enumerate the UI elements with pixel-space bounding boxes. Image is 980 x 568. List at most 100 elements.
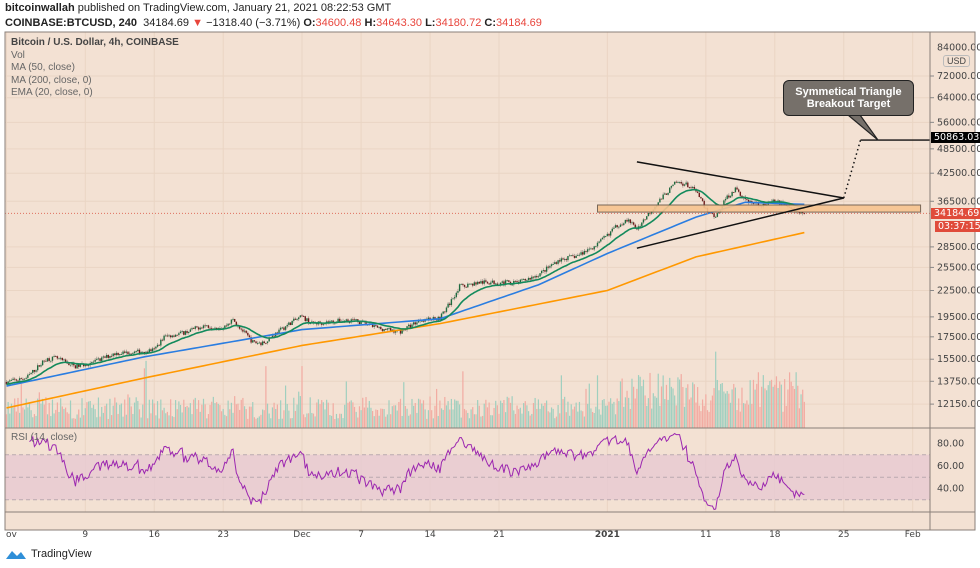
volume-bar [680, 374, 682, 428]
volume-bar [647, 398, 649, 428]
breakout-target-callout[interactable]: Symmetical Triangle Breakout Target [783, 80, 914, 116]
candle-body [700, 197, 702, 199]
volume-bar [565, 412, 567, 428]
callout-line-2: Breakout Target [806, 98, 891, 110]
candle-body [504, 280, 507, 285]
volume-bar [260, 414, 262, 428]
candle-body [728, 195, 730, 198]
volume-bar [396, 410, 398, 428]
volume-bar [521, 413, 523, 428]
volume-bar [99, 416, 101, 428]
volume-bar [86, 402, 88, 428]
time-tick-label: 11 [700, 530, 711, 540]
volume-bar [371, 411, 374, 428]
volume-bar [516, 405, 518, 428]
candle-body [209, 327, 211, 329]
candle-body [521, 279, 523, 281]
candle-body [511, 284, 513, 286]
candle-body [20, 378, 22, 380]
volume-bar [294, 410, 297, 428]
candle-body [383, 329, 385, 332]
tradingview-logo[interactable]: TradingView [5, 548, 92, 560]
volume-bar [92, 404, 95, 428]
volume-bar [610, 398, 612, 428]
legend-title[interactable]: Bitcoin / U.S. Dollar, 4h, COINBASE [11, 37, 179, 48]
candle-body [677, 182, 679, 183]
candle-body [110, 355, 113, 357]
volume-bar [306, 413, 308, 428]
volume-bar [365, 397, 367, 428]
volume-bar [519, 407, 521, 428]
author[interactable]: bitcoinwallah [5, 2, 75, 14]
candle-body [373, 325, 375, 327]
volume-bar [63, 408, 65, 428]
volume-bar [225, 416, 228, 428]
volume-bar [523, 403, 525, 428]
volume-bar [603, 399, 605, 428]
candle-body [646, 216, 648, 220]
candle-body [733, 192, 735, 193]
candle-body [485, 280, 487, 282]
candle-body [256, 343, 259, 344]
volume-bar [353, 406, 356, 428]
volume-bar [288, 410, 290, 428]
time-tick-label: 25 [838, 530, 849, 540]
rsi-tick-label: 60.00 [937, 461, 964, 472]
candle-body [74, 365, 77, 369]
candle-body [214, 327, 216, 329]
volume-bar [654, 396, 656, 428]
volume-bar [411, 398, 413, 428]
volume-bar [511, 396, 513, 428]
candle-body [105, 354, 108, 358]
candle-body [703, 200, 705, 208]
candle-body [506, 280, 508, 282]
volume-bar [662, 375, 664, 428]
volume-bar [485, 399, 487, 428]
volume-bar [526, 405, 528, 428]
volume-bar [554, 418, 556, 428]
candle-body [288, 322, 290, 325]
price-tick-label: 42500.00 [937, 168, 980, 179]
candle-body [18, 378, 21, 381]
volume-bar [670, 386, 672, 428]
volume-bar [417, 398, 420, 428]
volume-bar [403, 382, 405, 428]
price-tick-label: 56000.00 [937, 117, 980, 128]
candle-body [692, 186, 694, 188]
volume-bar [777, 387, 779, 428]
volume-bar [746, 400, 748, 428]
rsi-legend[interactable]: RSI (14, close) [11, 432, 78, 443]
volume-bar [496, 405, 498, 428]
volume-bar [183, 399, 185, 428]
candle-body [529, 277, 531, 280]
low-label: L: [425, 17, 436, 29]
candle-body [570, 255, 572, 257]
volume-bar [66, 412, 68, 428]
time-tick-label: Dec [293, 530, 310, 540]
time-tick-label: 21 [493, 530, 504, 540]
legend-ema20[interactable]: EMA (20, close, 0) [11, 87, 93, 98]
candle-body [63, 359, 65, 361]
candle-body [299, 315, 302, 318]
candle-body [731, 192, 733, 197]
volume-bar [355, 411, 357, 428]
volume-bar [454, 399, 456, 428]
candle-body [578, 254, 581, 256]
legend-ma50[interactable]: MA (50, close) [11, 62, 75, 73]
legend-ma200[interactable]: MA (200, close, 0) [11, 74, 92, 86]
legend-vol[interactable]: Vol [11, 49, 25, 61]
chart-background [5, 32, 930, 530]
volume-bar [168, 415, 170, 428]
candle-body [61, 357, 64, 361]
currency-badge[interactable]: USD [943, 55, 971, 67]
volume-bar [736, 410, 738, 428]
candle-body [737, 189, 740, 192]
candle-body [588, 248, 590, 250]
candle-body [739, 191, 742, 196]
candle-body [127, 351, 129, 355]
volume-bar [25, 398, 27, 428]
candle-body [614, 225, 617, 228]
candle-body [747, 199, 750, 203]
volume-bar [140, 417, 142, 428]
